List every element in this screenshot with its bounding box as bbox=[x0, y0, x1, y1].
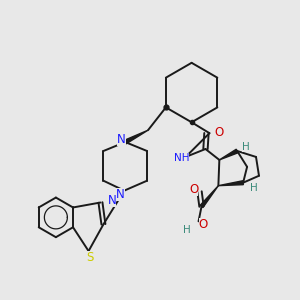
Polygon shape bbox=[218, 181, 243, 186]
Text: H: H bbox=[183, 225, 190, 235]
Text: H: H bbox=[250, 183, 258, 193]
Text: H: H bbox=[242, 142, 250, 152]
Polygon shape bbox=[200, 186, 218, 208]
Text: NH: NH bbox=[174, 153, 190, 163]
Text: N: N bbox=[107, 194, 116, 207]
Text: N: N bbox=[116, 188, 125, 201]
Text: O: O bbox=[214, 126, 224, 139]
Text: S: S bbox=[86, 251, 93, 265]
Text: O: O bbox=[189, 183, 198, 196]
Polygon shape bbox=[219, 149, 238, 160]
Text: O: O bbox=[199, 218, 208, 231]
Polygon shape bbox=[124, 130, 148, 144]
Text: N: N bbox=[117, 133, 126, 146]
